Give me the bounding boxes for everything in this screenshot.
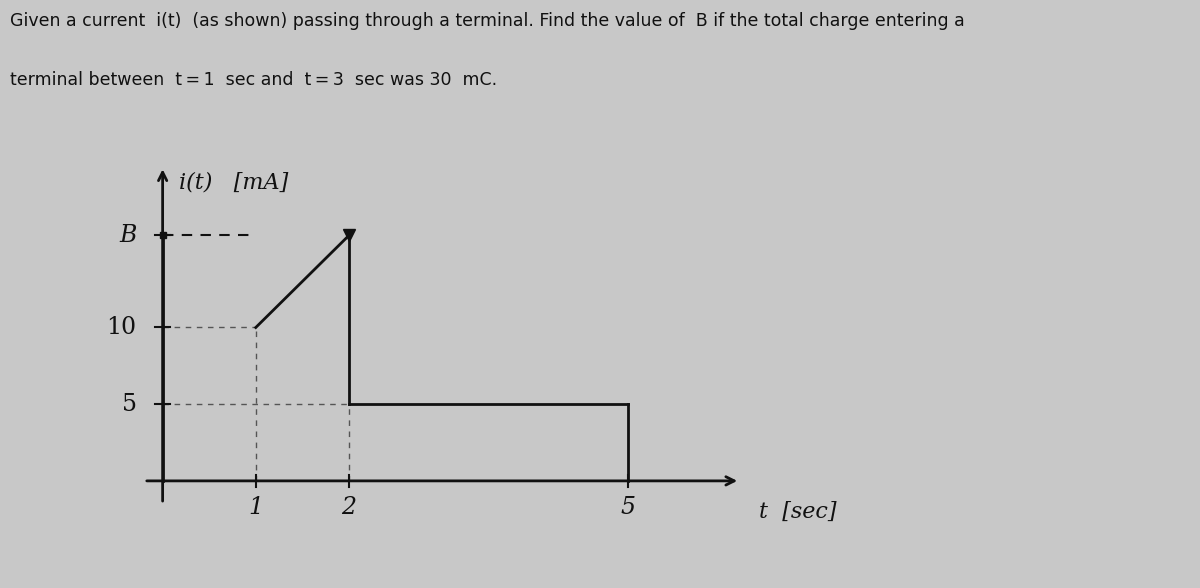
Text: 10: 10 — [107, 316, 137, 339]
Text: B: B — [119, 224, 137, 247]
Text: 2: 2 — [341, 496, 356, 519]
Text: t  [sec]: t [sec] — [758, 501, 836, 523]
Text: 5: 5 — [620, 496, 636, 519]
Text: 1: 1 — [248, 496, 263, 519]
Text: 5: 5 — [121, 393, 137, 416]
Text: terminal between  t = 1  sec and  t = 3  sec was 30  mC.: terminal between t = 1 sec and t = 3 sec… — [10, 71, 497, 89]
Text: Given a current  i(t)  (as shown) passing through a terminal. Find the value of : Given a current i(t) (as shown) passing … — [10, 12, 965, 30]
Text: i(t)   [mA]: i(t) [mA] — [179, 171, 289, 193]
